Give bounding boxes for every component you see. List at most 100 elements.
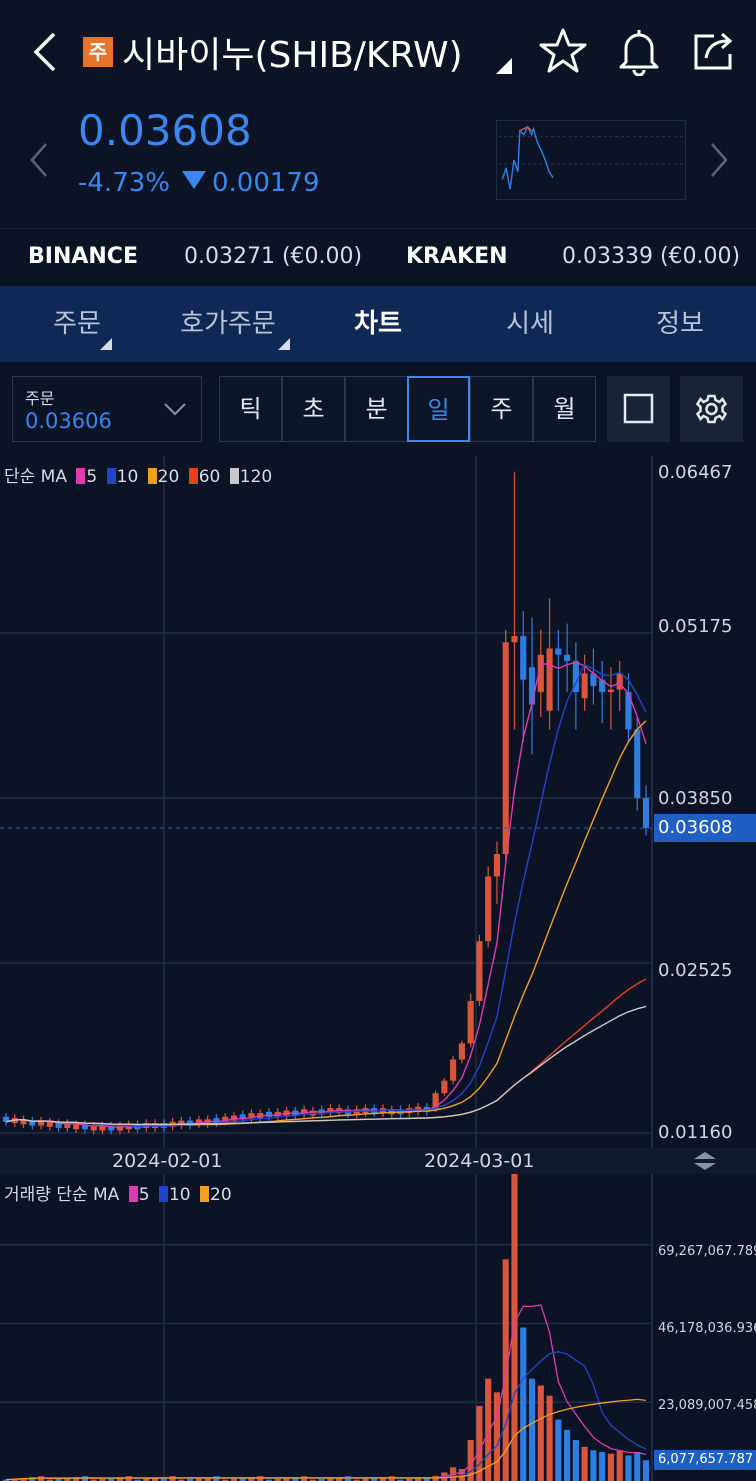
- current-price-tag: 0.03608: [654, 814, 756, 842]
- chevron-right-icon[interactable]: [708, 140, 730, 180]
- gear-icon: [695, 394, 728, 424]
- tab-chart[interactable]: 차트: [348, 286, 408, 362]
- period-week-button[interactable]: 주: [470, 376, 533, 442]
- volume-bar: [265, 1479, 273, 1481]
- ma60-line: [5, 978, 647, 1126]
- candle-body: [625, 692, 632, 730]
- title-dropdown-icon[interactable]: [496, 58, 512, 74]
- exchange-value-binance: 0.03271 (€0.00): [184, 244, 363, 269]
- order-select-value: 0.03606: [25, 409, 112, 433]
- period-minute-button[interactable]: 분: [345, 376, 408, 442]
- volume-bar: [353, 1479, 360, 1481]
- volume-bar: [108, 1477, 115, 1481]
- volume-bar: [572, 1440, 579, 1481]
- chart-settings-button[interactable]: [680, 376, 743, 442]
- volume-bar: [423, 1477, 430, 1481]
- ma20-swatch: [147, 468, 157, 484]
- volume-tick-label: 46,178,036.936: [658, 1321, 756, 1336]
- volume-bar: [528, 1378, 536, 1481]
- legend-ma5: 5: [86, 467, 98, 487]
- volume-bar: [555, 1419, 562, 1481]
- period-day-button[interactable]: 일: [407, 376, 470, 442]
- candle-body: [29, 1120, 36, 1126]
- pane-resize-handle-icon[interactable]: [694, 1152, 716, 1170]
- ma5-line: [5, 661, 647, 1128]
- ma5-swatch: [76, 468, 86, 484]
- vol-legend-ma10: 10: [168, 1185, 191, 1205]
- volume-bar: [20, 1477, 27, 1481]
- candle-body: [607, 689, 614, 693]
- volume-bar: [502, 1259, 509, 1481]
- volume-bar: [160, 1477, 167, 1481]
- tab-info[interactable]: 정보: [650, 286, 710, 362]
- candle-body: [73, 1124, 80, 1130]
- volume-bar: [642, 1460, 650, 1481]
- price-tick-label: 0.03850: [658, 788, 733, 809]
- candlestick-chart[interactable]: [0, 456, 756, 1481]
- volume-bar: [590, 1450, 597, 1481]
- candle-body: [590, 673, 597, 686]
- legend-ma20: 20: [157, 467, 180, 487]
- bell-icon[interactable]: [614, 26, 664, 76]
- chevron-left-icon[interactable]: [28, 140, 50, 180]
- tab-info-label: 정보: [656, 309, 704, 339]
- candle-body: [616, 673, 623, 690]
- order-price-select[interactable]: 주문 0.03606: [12, 376, 202, 442]
- volume-bar: [309, 1479, 316, 1481]
- volume-legend-label: 거래량 단순 MA: [4, 1185, 120, 1205]
- back-icon[interactable]: [28, 28, 64, 76]
- ma10-line: [5, 663, 647, 1128]
- tab-order[interactable]: 주문: [48, 286, 112, 362]
- candle-body: [555, 648, 562, 655]
- chart-toolbar: 주문 0.03606 틱 초 분 일 주 월: [0, 362, 756, 456]
- price-summary: 0.03608 -4.73% 0.00179: [0, 100, 756, 228]
- tab-order-label: 주문: [53, 309, 101, 339]
- main-tabs: 주문 호가주문 차트 시세 정보: [0, 286, 756, 362]
- volume-bar: [301, 1476, 308, 1481]
- share-icon[interactable]: [690, 26, 740, 76]
- volume-bar: [204, 1477, 211, 1481]
- volume-bar: [292, 1477, 299, 1481]
- candle-body: [2, 1116, 10, 1122]
- candle-body: [599, 679, 606, 693]
- exchange-name-kraken: KRAKEN: [406, 244, 508, 269]
- tab-quote-order[interactable]: 호가주문: [172, 286, 290, 362]
- volume-bar: [607, 1453, 614, 1481]
- volume-bar: [634, 1452, 641, 1481]
- price-chart-area[interactable]: 단순 MA 5 10 20 60 120 0.06467 0.05175 0.0…: [0, 456, 756, 1481]
- candle-body: [187, 1120, 194, 1126]
- mini-sparkline: [496, 120, 686, 200]
- candle-body: [222, 1116, 229, 1122]
- period-second-button[interactable]: 초: [282, 376, 345, 442]
- candle-body: [265, 1111, 273, 1117]
- volume-ma-legend: 거래량 단순 MA 5 10 20: [4, 1180, 232, 1205]
- candle-body: [537, 654, 544, 693]
- candle-body: [467, 1000, 474, 1044]
- candle-body: [20, 1119, 27, 1125]
- price-tick-label: 0.06467: [658, 462, 733, 483]
- period-month-button[interactable]: 월: [533, 376, 596, 442]
- candle-body: [38, 1120, 45, 1126]
- volume-bar: [537, 1385, 544, 1481]
- coin-title[interactable]: 시바이누(SHIB/KRW): [122, 35, 463, 76]
- vol-ma10-swatch: [158, 1186, 168, 1202]
- volume-tick-label: 69,267,067.789: [658, 1244, 756, 1259]
- candle-body: [441, 1080, 448, 1094]
- volume-bar: [520, 1327, 527, 1481]
- volume-bar: [388, 1476, 395, 1481]
- vol-legend-ma20: 20: [210, 1185, 232, 1205]
- volume-bar: [511, 1174, 518, 1481]
- volume-bar: [283, 1477, 290, 1481]
- volume-bar: [90, 1479, 97, 1481]
- star-icon[interactable]: [538, 26, 588, 76]
- volume-bar: [125, 1476, 132, 1481]
- current-price: 0.03608: [78, 106, 252, 155]
- volume-bar: [336, 1477, 343, 1481]
- tab-market-price[interactable]: 시세: [500, 286, 560, 362]
- price-legend-label: 단순 MA: [4, 467, 67, 487]
- candle-body: [485, 876, 492, 942]
- fullscreen-button[interactable]: [607, 376, 670, 442]
- volume-bar: [318, 1478, 325, 1481]
- volume-bar: [187, 1478, 194, 1481]
- period-tick-button[interactable]: 틱: [219, 376, 282, 442]
